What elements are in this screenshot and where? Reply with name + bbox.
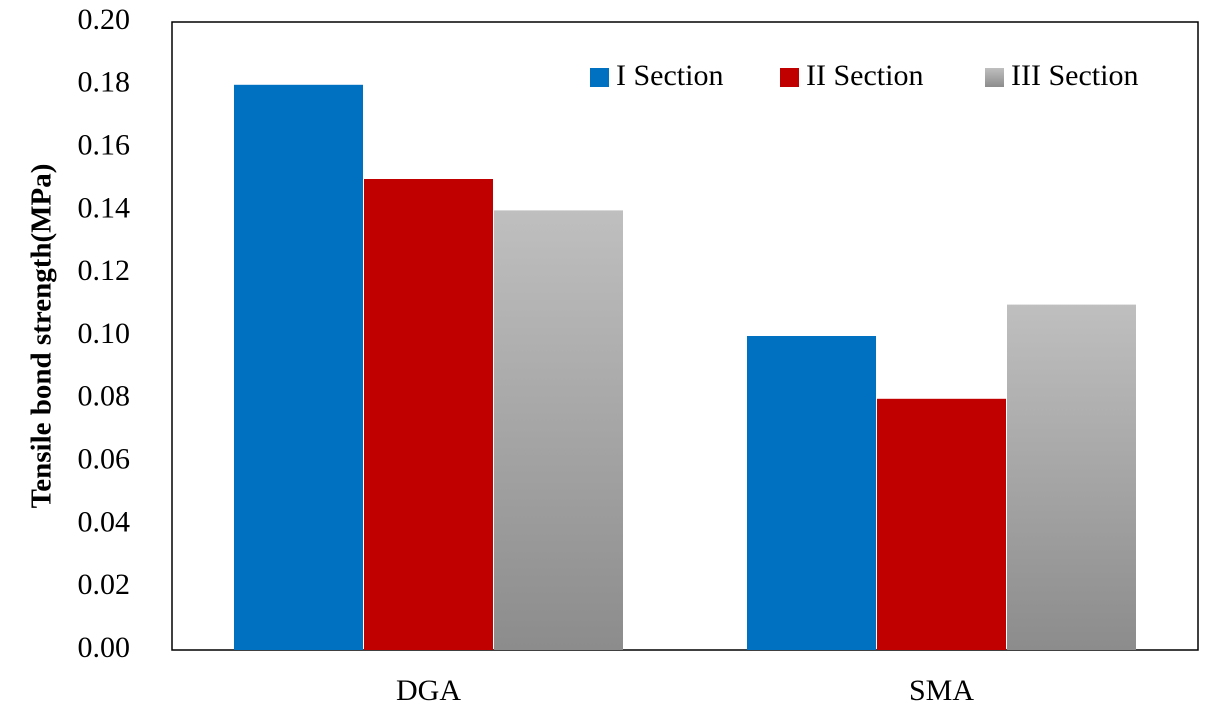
x-axis: DGA SMA	[396, 674, 974, 707]
y-axis-title: Tensile bond strength(MPa)	[26, 164, 58, 509]
bar-sma-iii-section	[1007, 304, 1136, 650]
legend-label: II Section	[806, 59, 923, 92]
legend-swatch	[985, 68, 1004, 87]
legend: I Section II Section III Section	[590, 59, 1138, 92]
legend-swatch	[590, 68, 609, 87]
y-tick-label: 0.08	[78, 380, 131, 413]
y-tick-label: 0.10	[78, 317, 131, 350]
y-tick-label: 0.12	[78, 254, 131, 287]
y-tick-label: 0.02	[78, 568, 131, 601]
x-category-label: SMA	[909, 674, 974, 707]
legend-swatch	[780, 68, 799, 87]
x-category-label: DGA	[396, 674, 461, 707]
y-axis: 0.00 0.02 0.04 0.06 0.08 0.10 0.12 0.14 0.16 0.18…	[78, 3, 131, 664]
y-tick-label: 0.16	[78, 128, 131, 161]
plot-area-frame	[171, 21, 1199, 651]
bars-group	[234, 84, 1136, 651]
y-tick-label: 0.14	[78, 191, 131, 224]
bar-dga-iii-section	[494, 210, 623, 650]
bar-dga-i-section	[234, 84, 363, 651]
legend-label: I Section	[616, 59, 723, 92]
bar-sma-ii-section	[877, 398, 1006, 650]
y-tick-label: 0.06	[78, 442, 131, 475]
y-tick-label: 0.20	[78, 3, 131, 36]
y-tick-label: 0.18	[78, 66, 131, 99]
legend-label: III Section	[1011, 59, 1138, 92]
bar-sma-i-section	[747, 336, 876, 650]
y-tick-label: 0.00	[78, 631, 131, 664]
bar-dga-ii-section	[364, 179, 493, 650]
y-tick-label: 0.04	[78, 505, 131, 538]
